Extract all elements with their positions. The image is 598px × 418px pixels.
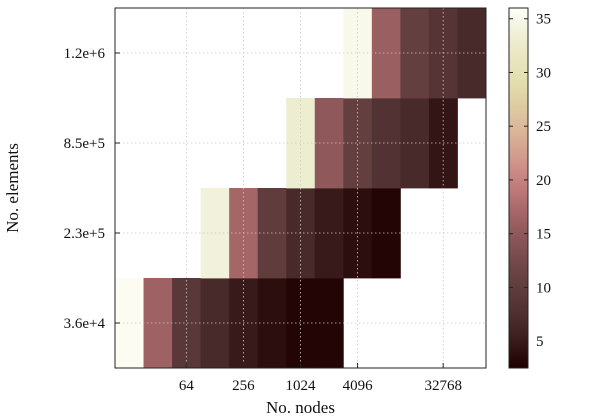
x-axis-label: No. nodes xyxy=(266,398,335,417)
y-axis-ticks: 3.6e+4 2.3e+5 8.5e+5 1.2e+6 xyxy=(64,46,120,332)
grid-lines xyxy=(115,8,486,368)
colorbar-tick-label: 5 xyxy=(536,334,544,350)
heatmap-cell xyxy=(400,98,430,189)
x-tick-label: 1024 xyxy=(286,378,317,394)
y-axis-label: No. elements xyxy=(3,143,22,233)
y-tick-label: 3.6e+4 xyxy=(64,316,106,332)
heatmap-cell xyxy=(286,278,316,369)
y-tick-label: 8.5e+5 xyxy=(64,136,105,152)
colorbar-tick-label: 30 xyxy=(536,65,551,81)
heatmap-cell xyxy=(400,8,430,99)
colorbar-tick-label: 15 xyxy=(536,227,551,243)
colorbar-tick-label: 10 xyxy=(536,280,551,296)
colorbar-tick-label: 20 xyxy=(536,173,551,189)
heatmap-cell xyxy=(286,98,316,189)
colorbar: 5 10 15 20 25 30 35 xyxy=(508,7,551,369)
x-tick-label: 32768 xyxy=(424,378,462,394)
y-tick-label: 1.2e+6 xyxy=(64,46,106,62)
y-tick-label: 2.3e+5 xyxy=(64,226,105,242)
x-axis-ticks: 64 256 1024 4096 32768 xyxy=(179,363,462,394)
colorbar-gradient xyxy=(508,7,529,369)
x-tick-label: 256 xyxy=(232,378,255,394)
colorbar-tick-label: 25 xyxy=(536,119,551,135)
x-tick-label: 4096 xyxy=(343,378,374,394)
x-tick-label: 64 xyxy=(179,378,195,394)
colorbar-tick-label: 35 xyxy=(536,12,551,28)
